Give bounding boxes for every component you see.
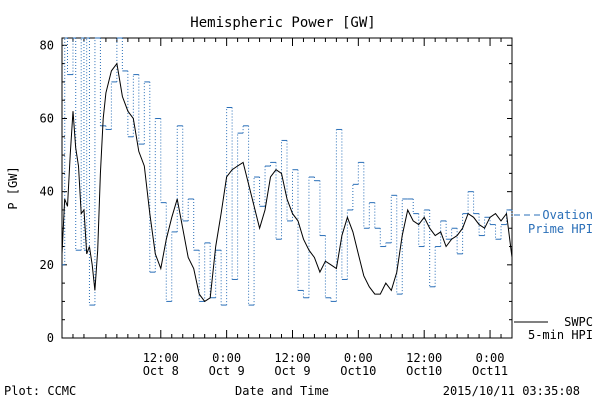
x-axis-label: Date and Time [235, 384, 329, 398]
y-tick-label: 40 [40, 185, 54, 199]
y-tick-label: 80 [40, 38, 54, 52]
x-tick-time: 0:00 [344, 351, 373, 365]
plot-frame [61, 37, 513, 339]
legend-swpc-label-1: SWPC [564, 315, 593, 329]
legend-swpc-label-2: 5-min HPI [528, 328, 593, 342]
x-tick-date: Oct 8 [143, 364, 179, 378]
x-tick-date: Oct11 [472, 364, 508, 378]
legend-ovation-label-2: Prime HPI [528, 222, 593, 236]
x-tick-date: Oct10 [406, 364, 442, 378]
y-tick-label: 20 [40, 258, 54, 272]
x-tick-date: Oct 9 [209, 364, 245, 378]
y-tick-label: 60 [40, 111, 54, 125]
x-tick-date: Oct10 [340, 364, 376, 378]
x-tick-time: 12:00 [274, 351, 310, 365]
plot-credit: Plot: CCMC [4, 384, 76, 398]
y-tick-label: 0 [47, 331, 54, 345]
x-tick-time: 0:00 [476, 351, 505, 365]
x-tick-time: 12:00 [406, 351, 442, 365]
chart-title: Hemispheric Power [GW] [190, 15, 375, 31]
plot-timestamp: 2015/10/11 03:35:08 [443, 384, 580, 398]
x-tick-time: 0:00 [212, 351, 241, 365]
x-tick-date: Oct 9 [274, 364, 310, 378]
y-axis-label: P [GW] [6, 166, 20, 209]
plot-area [61, 37, 513, 306]
x-tick-time: 12:00 [143, 351, 179, 365]
y-axis: 0 20 40 60 80 [40, 38, 512, 345]
swpc-line [61, 62, 513, 303]
legend-ovation-label-1: Ovation [542, 208, 593, 222]
